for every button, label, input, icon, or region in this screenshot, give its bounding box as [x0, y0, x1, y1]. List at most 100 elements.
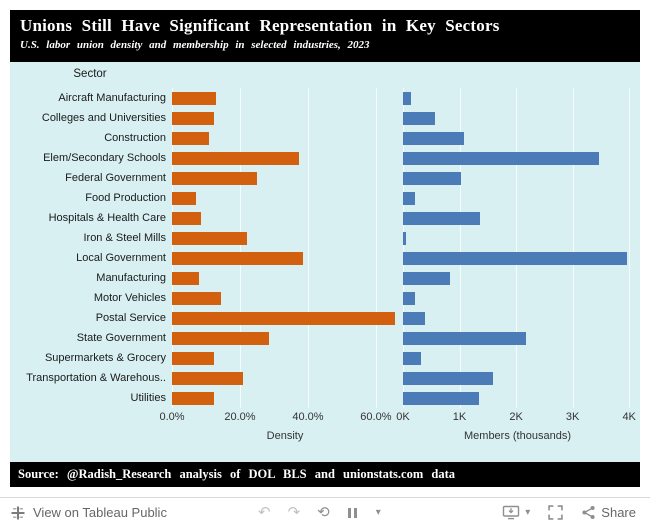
source-banner: Source: @Radish_Research analysis of DOL… — [10, 462, 640, 487]
bar-row — [403, 368, 632, 388]
toolbar-history-controls: ↶ ↷ ⟲ ▾ — [258, 498, 381, 527]
toolbar-left: View on Tableau Public — [10, 498, 167, 527]
members-bar[interactable] — [403, 391, 480, 405]
share-button[interactable]: Share — [581, 505, 636, 520]
density-bar[interactable] — [172, 311, 395, 325]
share-icon — [582, 505, 595, 520]
members-bar[interactable] — [403, 291, 415, 305]
view-on-tableau-public-link[interactable]: View on Tableau Public — [33, 505, 167, 520]
tableau-toolbar: View on Tableau Public ↶ ↷ ⟲ ▾ ▾ — [0, 497, 650, 527]
density-bar[interactable] — [172, 211, 201, 225]
bar-row — [172, 148, 398, 168]
auto-update-caret-icon[interactable]: ▾ — [375, 507, 381, 518]
bar-row — [172, 128, 398, 148]
axis-tick-label: 60.0% — [360, 411, 392, 423]
axis-tick-label: 40.0% — [292, 411, 324, 423]
column-header-sector: Sector — [73, 68, 107, 80]
redo-button[interactable]: ↷ — [287, 504, 301, 521]
gridline — [307, 88, 309, 408]
members-bar[interactable] — [403, 151, 600, 165]
bar-row — [172, 88, 398, 108]
undo-button[interactable]: ↶ — [258, 504, 271, 521]
members-axis-title: Members (thousands) — [464, 430, 571, 442]
gridline — [239, 88, 241, 408]
gridline — [459, 88, 461, 408]
bar-row — [172, 308, 398, 328]
density-bar[interactable] — [172, 351, 215, 365]
density-bar[interactable] — [172, 271, 200, 285]
members-bar[interactable] — [403, 131, 465, 145]
density-bar[interactable] — [172, 331, 269, 345]
download-button[interactable]: ▾ — [502, 505, 530, 520]
sector-label: Supermarkets & Grocery — [44, 352, 166, 364]
pause-button[interactable] — [347, 507, 359, 518]
bar-row — [172, 388, 398, 408]
sector-label: Iron & Steel Mills — [83, 232, 166, 244]
members-bar[interactable] — [403, 91, 411, 105]
gridline — [403, 88, 404, 408]
sector-label: Hospitals & Health Care — [48, 212, 166, 224]
title-banner: Unions Still Have Significant Representa… — [10, 10, 640, 62]
members-bar[interactable] — [403, 251, 627, 265]
axis-tick-label: 3K — [565, 411, 580, 423]
sector-label: Aircraft Manufacturing — [58, 92, 166, 104]
bar-row — [172, 228, 398, 248]
axis-tick-label: 0.0% — [159, 411, 185, 423]
sector-label: Motor Vehicles — [93, 292, 166, 304]
members-bar[interactable] — [403, 271, 451, 285]
gridline — [172, 88, 173, 408]
bar-row — [403, 328, 632, 348]
sector-label: Construction — [104, 132, 166, 144]
bar-row — [172, 108, 398, 128]
bar-row — [403, 148, 632, 168]
bar-row — [403, 288, 632, 308]
bar-row — [403, 248, 632, 268]
bar-row — [172, 268, 398, 288]
density-bar[interactable] — [172, 151, 300, 165]
density-axis-ticks: 0.0% 20.0% 40.0% 60.0% — [159, 411, 398, 425]
density-bar[interactable] — [172, 111, 215, 125]
density-bar[interactable] — [172, 231, 247, 245]
density-bar[interactable] — [172, 391, 215, 405]
bar-row — [403, 388, 632, 408]
members-bar[interactable] — [403, 351, 422, 365]
pause-icon — [354, 507, 358, 518]
sector-label: Colleges and Universities — [41, 112, 166, 124]
members-bar[interactable] — [403, 211, 481, 225]
axis-tick-label: 1K — [452, 411, 467, 423]
members-bar[interactable] — [403, 371, 494, 385]
bar-row — [172, 208, 398, 228]
toolbar-actions: ▾ Share — [502, 498, 636, 527]
density-bar[interactable] — [172, 191, 196, 205]
density-bar[interactable] — [172, 131, 210, 145]
gridline — [572, 88, 574, 408]
density-bar[interactable] — [172, 251, 303, 265]
bar-row — [172, 248, 398, 268]
fullscreen-icon[interactable] — [548, 505, 564, 520]
replay-button[interactable]: ⟲ — [317, 504, 330, 521]
members-bar[interactable] — [403, 111, 436, 125]
gridline — [516, 88, 518, 408]
bar-row — [403, 348, 632, 368]
density-bar[interactable] — [172, 291, 222, 305]
pause-icon — [348, 507, 352, 518]
members-bar[interactable] — [403, 231, 406, 245]
sector-label: Utilities — [130, 392, 166, 404]
density-bar[interactable] — [172, 371, 244, 385]
bar-row — [172, 168, 398, 188]
members-bar[interactable] — [403, 191, 415, 205]
density-bar[interactable] — [172, 171, 257, 185]
bar-row — [403, 208, 632, 228]
density-bar[interactable] — [172, 91, 217, 105]
bar-row — [172, 368, 398, 388]
members-bar[interactable] — [403, 311, 426, 325]
chart-subtitle: U.S. labor union density and membership … — [20, 39, 370, 51]
axis-tick-label: 0K — [396, 411, 410, 423]
members-plot — [403, 88, 632, 408]
members-bar[interactable] — [403, 331, 526, 345]
axis-tick-label: 4K — [622, 411, 636, 423]
sector-label: Elem/Secondary Schools — [43, 152, 166, 164]
bar-row — [172, 328, 398, 348]
members-bar[interactable] — [403, 171, 462, 185]
bar-row — [172, 288, 398, 308]
